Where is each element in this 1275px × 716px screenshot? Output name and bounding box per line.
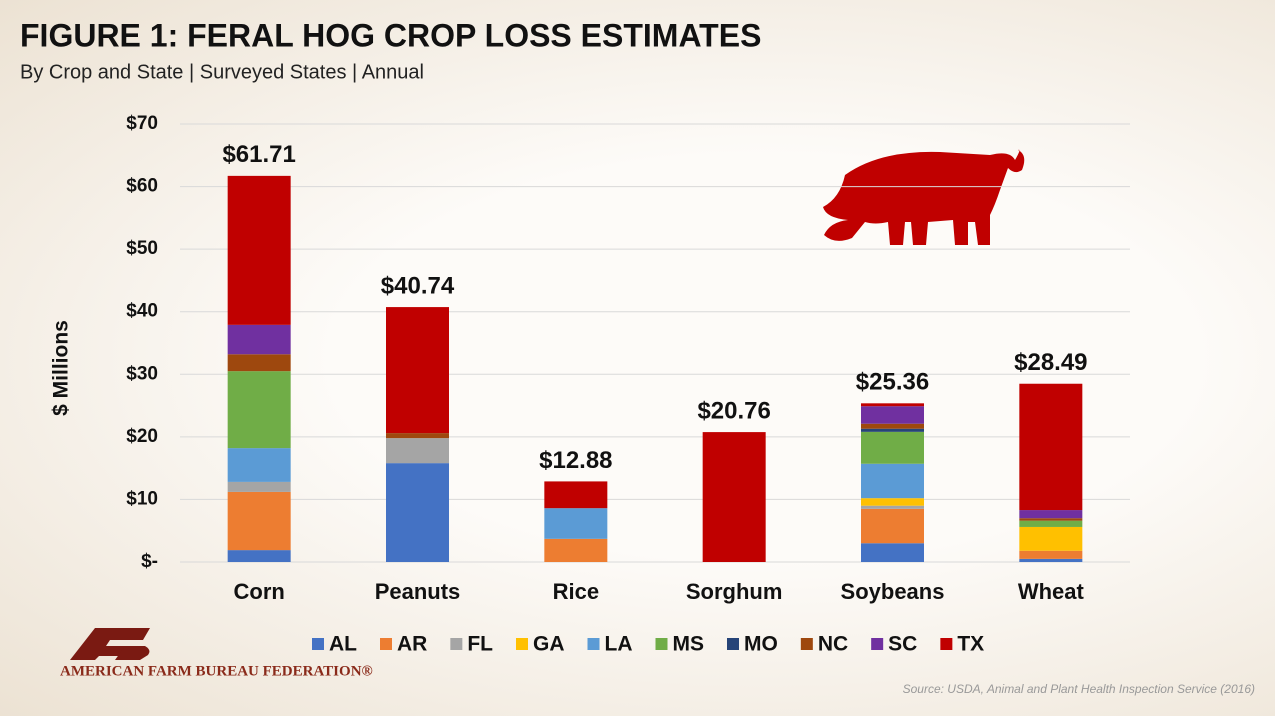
bar-segment — [544, 538, 608, 562]
x-tick-label: Soybeans — [841, 579, 945, 604]
legend-swatch — [940, 638, 953, 650]
y-tick-label: $40 — [126, 301, 158, 322]
y-tick-label: $10 — [126, 488, 158, 509]
bar-segment — [861, 406, 924, 424]
bar-segment — [1019, 520, 1083, 527]
legend-label: MO — [744, 633, 778, 656]
legend-label: NC — [818, 633, 848, 656]
bar-segment — [861, 543, 924, 562]
bar-segment — [861, 505, 924, 509]
bar-segment — [227, 448, 291, 482]
bar-segment — [544, 481, 608, 509]
bar-segment — [861, 463, 924, 499]
legend-swatch — [587, 638, 600, 650]
legend-swatch — [655, 638, 668, 650]
total-label: $61.71 — [222, 141, 295, 168]
bar-segment — [386, 438, 449, 464]
x-tick-label: Wheat — [1018, 579, 1085, 604]
source: Source: USDA, Animal and Plant Health In… — [903, 682, 1255, 696]
y-tick-label: $20 — [126, 426, 158, 447]
bar-segment — [702, 432, 766, 562]
legend-label: SC — [888, 633, 917, 656]
legend-swatch — [450, 638, 463, 650]
chart-title: FIGURE 1: FERAL HOG CROP LOSS ESTIMATES — [20, 17, 761, 53]
legend-label: GA — [533, 633, 565, 656]
bar-segment — [544, 508, 608, 539]
bar-segment — [1019, 510, 1083, 519]
bar-segment — [386, 463, 449, 562]
legend-swatch — [312, 638, 324, 650]
y-axis-label: $ Millions — [50, 320, 73, 416]
legend-swatch — [800, 638, 813, 650]
bar-segment — [386, 307, 449, 434]
legend-swatch — [516, 638, 528, 650]
bar-segment — [386, 433, 449, 439]
bar-segment — [227, 324, 291, 355]
legend-label: AL — [329, 633, 357, 656]
bar-segment — [861, 403, 924, 407]
bar-segment — [861, 428, 924, 432]
bar-segment — [1019, 383, 1083, 511]
legend-label: AR — [397, 633, 427, 656]
bar-segment — [227, 371, 291, 449]
total-label: $20.76 — [697, 397, 770, 424]
bar-segment — [861, 423, 924, 429]
total-label: $40.74 — [381, 272, 455, 299]
bar-segment — [1019, 518, 1083, 521]
logo-text: AMERICAN FARM BUREAU FEDERATION® — [60, 663, 373, 679]
legend-label: MS — [673, 633, 705, 656]
bar-segment — [1019, 526, 1083, 551]
x-tick-label: Corn — [234, 579, 285, 604]
y-tick-label: $50 — [126, 238, 158, 259]
y-tick-label: $- — [141, 551, 158, 572]
bar-segment — [227, 550, 291, 562]
x-tick-label: Rice — [553, 579, 599, 604]
bar-segment — [227, 354, 291, 372]
bar-segment — [227, 491, 291, 551]
y-tick-label: $30 — [126, 363, 158, 384]
bar-segment — [861, 498, 924, 506]
bar-segment — [1019, 558, 1083, 562]
total-label: $28.49 — [1014, 349, 1087, 376]
bar-segment — [227, 481, 291, 492]
bar-segment — [861, 508, 924, 544]
legend-swatch — [871, 638, 884, 650]
legend-label: FL — [467, 633, 493, 656]
hog-icon — [823, 149, 1025, 245]
y-tick-label: $70 — [126, 113, 158, 134]
legend-swatch — [380, 638, 392, 650]
bar-segment — [1019, 550, 1083, 559]
y-tick-label: $60 — [126, 176, 158, 197]
bar-segment — [861, 431, 924, 464]
legend-swatch — [727, 638, 739, 650]
chart-subtitle: By Crop and State | Surveyed States | An… — [20, 61, 424, 83]
x-tick-label: Peanuts — [375, 579, 461, 604]
legend-label: LA — [605, 633, 633, 656]
total-label: $25.36 — [856, 369, 929, 396]
afbf-logo — [70, 628, 150, 660]
total-label: $12.88 — [539, 447, 612, 474]
legend-label: TX — [957, 633, 984, 656]
bar-segment — [227, 175, 291, 325]
x-tick-label: Sorghum — [686, 579, 783, 604]
